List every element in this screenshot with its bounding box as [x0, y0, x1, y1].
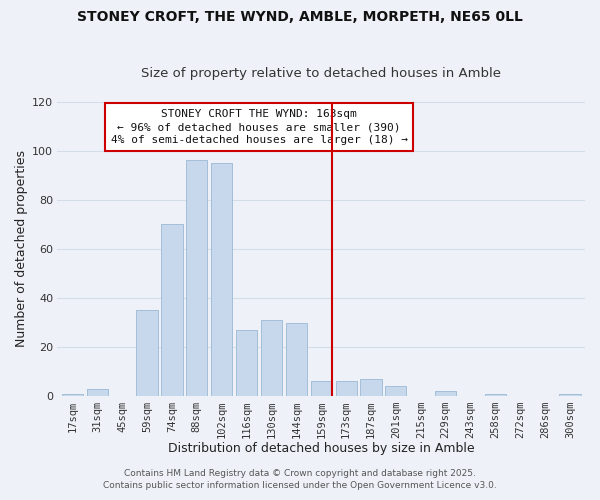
- Bar: [335, 382, 356, 396]
- Y-axis label: Number of detached properties: Number of detached properties: [15, 150, 28, 348]
- Text: STONEY CROFT, THE WYND, AMBLE, MORPETH, NE65 0LL: STONEY CROFT, THE WYND, AMBLE, MORPETH, …: [77, 10, 523, 24]
- Bar: [385, 386, 406, 396]
- Bar: [311, 382, 332, 396]
- Bar: [161, 224, 182, 396]
- Bar: [485, 394, 506, 396]
- Bar: [186, 160, 208, 396]
- Bar: [86, 389, 108, 396]
- Text: Contains HM Land Registry data © Crown copyright and database right 2025.
Contai: Contains HM Land Registry data © Crown c…: [103, 469, 497, 490]
- Bar: [236, 330, 257, 396]
- Bar: [559, 394, 581, 396]
- X-axis label: Distribution of detached houses by size in Amble: Distribution of detached houses by size …: [168, 442, 475, 455]
- Bar: [435, 392, 456, 396]
- Text: STONEY CROFT THE WYND: 163sqm
← 96% of detached houses are smaller (390)
4% of s: STONEY CROFT THE WYND: 163sqm ← 96% of d…: [110, 109, 407, 146]
- Bar: [261, 320, 282, 396]
- Bar: [62, 394, 83, 396]
- Bar: [286, 322, 307, 396]
- Bar: [136, 310, 158, 396]
- Bar: [361, 379, 382, 396]
- Bar: [211, 163, 232, 396]
- Title: Size of property relative to detached houses in Amble: Size of property relative to detached ho…: [141, 66, 501, 80]
